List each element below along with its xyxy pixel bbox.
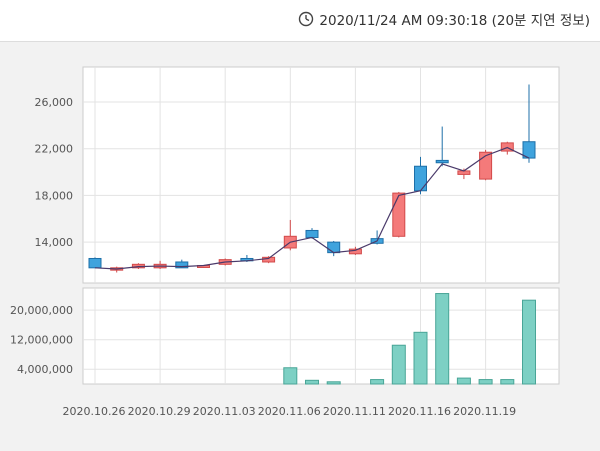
chart-panel: 14,000 18,000 22,000 26,000 4,000,000 12,000,… [0,41,600,451]
x-tick-label: 2020.10.29 [128,405,191,418]
volume-bar [456,377,471,385]
price-tick-label: 22,000 [35,143,74,156]
candle-body [88,257,102,269]
candle-body [392,192,406,237]
price-tick-label: 14,000 [35,236,74,249]
timestamp: 2020/11/24 AM 09:30:18 (20분 지연 정보) [298,9,590,29]
candle-body [414,165,427,192]
x-tick-label: 2020.11.11 [323,405,386,418]
clock-icon [299,11,314,27]
volume-tick-label: 12,000,000 [10,334,73,347]
volume-tick-label: 4,000,000 [17,363,73,376]
volume-bar [305,379,319,385]
candle-body [175,261,189,269]
volume-bar [413,331,428,385]
price-line [94,146,530,270]
volume-plot-area [82,287,560,385]
header-bar: 2020/11/24 AM 09:30:18 (20분 지연 정보) [0,0,600,40]
candle-body [327,241,341,254]
volume-bar [435,293,450,385]
candle-body [479,151,493,180]
x-tick-label: 2020.11.03 [193,405,256,418]
volume-bar [370,379,385,385]
volume-bar [522,299,536,385]
candle-body [435,159,449,164]
volume-bar [283,367,298,385]
candle-body [522,141,536,159]
stock-chart: 14,000 18,000 22,000 26,000 4,000,000 12,000,… [10,66,560,418]
price-tick-label: 18,000 [35,189,74,202]
volume-tick-label: 20,000,000 [10,304,73,317]
volume-bar [391,344,406,385]
volume-bar [478,379,493,385]
candle-body [305,229,319,238]
x-tick-label: 2020.11.16 [388,405,451,418]
timestamp-text: 2020/11/24 AM 09:30:18 (20분 지연 정보) [319,13,590,29]
x-tick-label: 2020.10.26 [63,405,126,418]
x-tick-label: 2020.11.06 [258,405,321,418]
x-tick-label: 2020.11.19 [453,405,516,418]
price-tick-label: 26,000 [35,96,74,109]
volume-bar [500,379,515,385]
volume-bar [326,381,341,385]
